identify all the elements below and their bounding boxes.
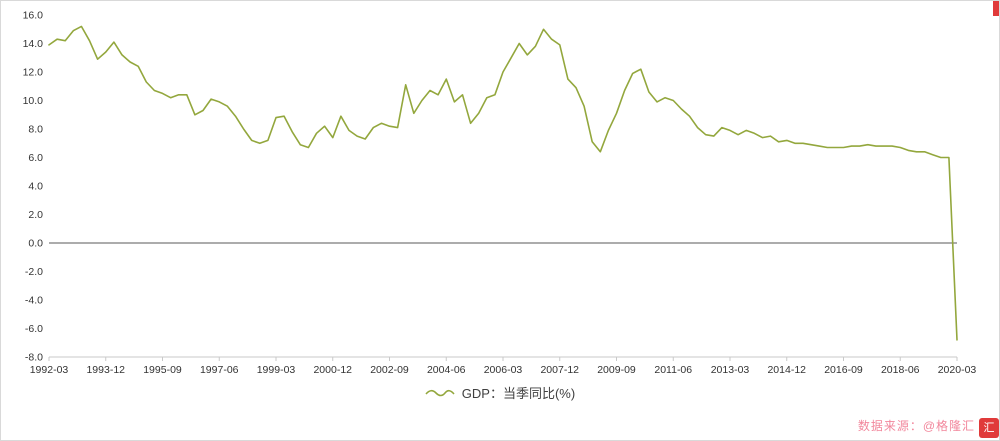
legend-line-icon <box>425 389 455 396</box>
y-axis-tick-label: 4.0 <box>28 181 43 193</box>
x-axis-tick-label: 2014-12 <box>767 364 806 373</box>
gelonghui-logo: 汇 <box>979 418 999 438</box>
x-axis-tick-label: 2002-09 <box>370 364 409 373</box>
x-axis-tick-label: 2004-06 <box>427 364 466 373</box>
x-axis-tick-label: 2009-09 <box>597 364 636 373</box>
y-axis-tick-label: 10.0 <box>23 95 44 107</box>
y-axis-tick-label: 8.0 <box>28 124 43 136</box>
y-axis-tick-label: 6.0 <box>28 152 43 164</box>
gdp-series-line <box>48 25 958 341</box>
x-axis-tick-label: 2016-09 <box>824 364 863 373</box>
y-axis-tick-label: 16.0 <box>23 10 44 22</box>
x-axis-tick-label: 2020-03 <box>938 364 977 373</box>
y-axis-tick-label: 12.0 <box>23 67 44 79</box>
y-axis-tick-label: -6.0 <box>25 323 43 335</box>
data-source-label: 数据来源：@格隆汇 <box>857 419 975 433</box>
x-axis-tick-label: 1992-03 <box>30 364 69 373</box>
y-axis-tick-label: -2.0 <box>25 266 43 278</box>
x-axis-tick-label: 2006-03 <box>484 364 523 373</box>
x-axis-tick-label: 2007-12 <box>540 364 579 373</box>
x-axis-tick-label: 1995-09 <box>143 364 182 373</box>
y-axis-tick-label: -8.0 <box>25 352 43 364</box>
legend-item-gdp[interactable]: GDP：当季同比(%) <box>425 383 575 402</box>
x-axis-tick-label: 1997-06 <box>200 364 239 373</box>
x-axis-tick-label: 2000-12 <box>313 364 352 373</box>
y-axis-tick-label: 2.0 <box>28 209 43 221</box>
watermark-corner-mark <box>993 1 999 16</box>
y-axis-tick-label: 14.0 <box>23 38 44 50</box>
x-axis-tick-label: 2011-06 <box>654 364 692 373</box>
chart-canvas: 16.0 14.0 12.0 10.0 8.0 6.0 4.0 2.0 0.0 -2.0 -4.0 -… <box>23 10 977 374</box>
x-axis-tick-label: 1999-03 <box>257 364 296 373</box>
x-axis-tick-label: 1993-12 <box>86 364 125 373</box>
gdp-line-chart: 16.0 14.0 12.0 10.0 8.0 6.0 4.0 2.0 0.0 -2.0 -4.0 -… <box>1 1 999 374</box>
y-axis-tick-label: -4.0 <box>25 295 43 307</box>
gelonghui-logo-char: 汇 <box>983 422 995 434</box>
x-axis-tick-label: 2018-06 <box>881 364 920 373</box>
legend-label: GDP：当季同比(%) <box>461 386 576 401</box>
x-axis-tick-label: 2013-03 <box>711 364 750 373</box>
y-axis-tick-label: 0.0 <box>28 238 43 250</box>
chart-legend: GDP：当季同比(%) <box>1 383 999 402</box>
